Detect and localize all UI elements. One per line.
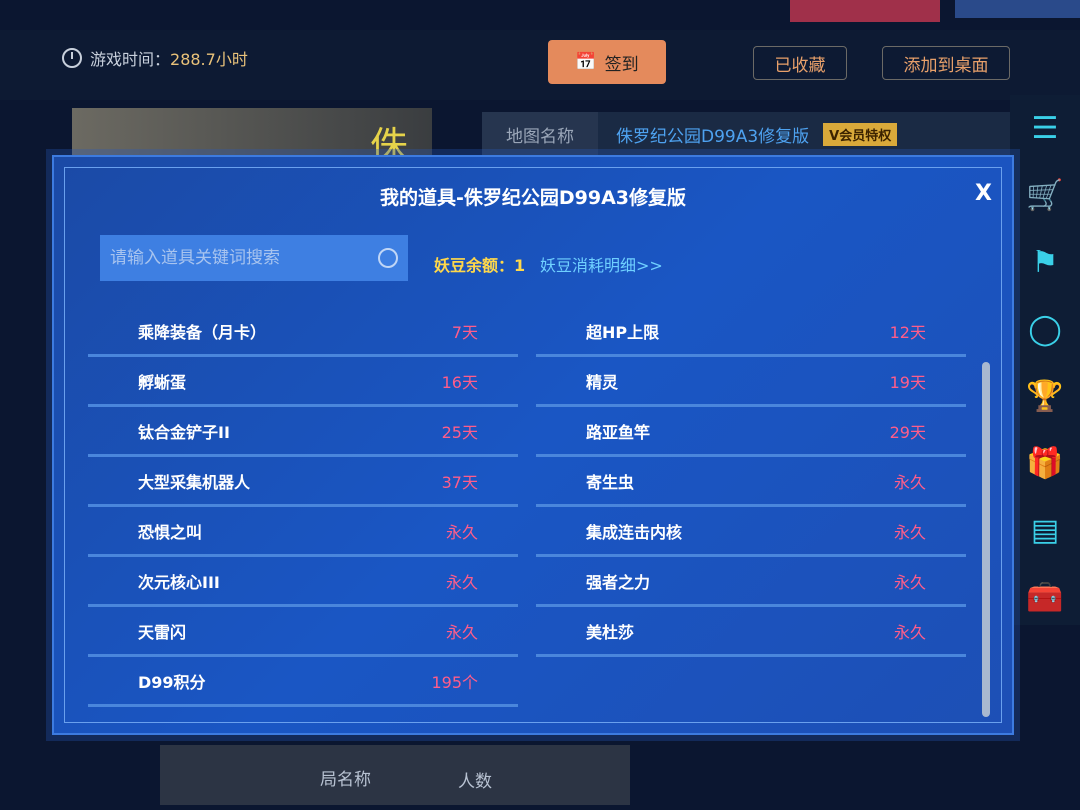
right-sidebar: ☰ 🛒 ⚑ ◯ 🏆 🎁 ▤ 🧰 <box>1010 95 1080 625</box>
item-list-left: 乘降装备（月卡） 7天孵蜥蛋 16天钛合金铲子II 25天大型采集机器人 37天恐惧之叫… <box>88 307 518 707</box>
item-row[interactable]: 恐惧之叫 永久 <box>88 507 518 557</box>
item-row[interactable]: 集成连击内核 永久 <box>536 507 966 557</box>
game-time: 游戏时间： 288.7小时 <box>62 46 248 70</box>
item-row[interactable]: 钛合金铲子II 25天 <box>88 407 518 457</box>
consumption-detail-link[interactable]: 妖豆消耗明细>> <box>540 256 663 275</box>
item-duration: 永久 <box>893 622 926 642</box>
item-list-right: 超HP上限 12天 精灵 19天 路亚鱼竿 29天 寄生虫 永久 集成连击内核 永久 强者之力 永久美… <box>536 307 966 657</box>
search-box <box>100 235 408 281</box>
gift-icon[interactable]: 🎁 <box>1026 445 1064 481</box>
map-label: 地图名称 <box>482 112 598 156</box>
item-name: 路亚鱼竿 <box>586 422 651 442</box>
item-row[interactable]: 寄生虫 永久 <box>536 457 966 507</box>
item-duration: 29天 <box>889 422 926 442</box>
item-duration: 37天 <box>441 472 478 492</box>
item-row[interactable]: 次元核心III 永久 <box>88 557 518 607</box>
item-row[interactable]: 大型采集机器人 37天 <box>88 457 518 507</box>
item-name: 恐惧之叫 <box>138 522 203 542</box>
dialog-border <box>64 167 1002 723</box>
item-duration: 19天 <box>889 372 926 392</box>
trophy-icon[interactable]: 🏆 <box>1026 378 1064 414</box>
item-name: 集成连击内核 <box>586 522 683 542</box>
checklist-icon[interactable]: ▤ <box>1030 512 1060 548</box>
item-duration: 永久 <box>445 522 478 542</box>
top-tab[interactable] <box>790 0 940 22</box>
signin-label: 签到 <box>604 54 639 75</box>
item-duration: 永久 <box>893 522 926 542</box>
item-row[interactable]: 路亚鱼竿 29天 <box>536 407 966 457</box>
map-name: 侏罗纪公园D99A3修复版 <box>616 126 810 147</box>
favorited-button[interactable]: 已收藏 <box>753 46 847 80</box>
item-name: D99积分 <box>138 672 206 692</box>
notes-icon[interactable]: ☰ <box>1031 110 1059 146</box>
calendar-icon: 📅 <box>575 52 597 72</box>
room-name-header: 局名称 <box>320 770 371 790</box>
top-bar <box>0 30 1080 100</box>
item-row[interactable]: D99积分 195个 <box>88 657 518 707</box>
cart-icon[interactable]: 🛒 <box>1026 177 1064 213</box>
item-duration: 永久 <box>445 622 478 642</box>
item-name: 美杜莎 <box>586 622 635 642</box>
item-row[interactable]: 精灵 19天 <box>536 357 966 407</box>
balance: 妖豆余额：1 <box>434 256 526 275</box>
signin-button[interactable]: 📅 签到 <box>548 40 666 84</box>
item-name: 强者之力 <box>586 572 651 592</box>
chat-icon[interactable]: ◯ <box>1028 311 1062 347</box>
item-duration: 7天 <box>451 322 478 342</box>
item-name: 孵蜥蛋 <box>138 372 187 392</box>
item-duration: 195个 <box>431 672 478 692</box>
game-time-value: 288.7小时 <box>170 50 248 69</box>
item-name: 寄生虫 <box>586 472 635 492</box>
game-time-label: 游戏时间： <box>90 50 171 69</box>
item-duration: 12天 <box>889 322 926 342</box>
item-row[interactable]: 超HP上限 12天 <box>536 307 966 357</box>
flag-icon[interactable]: ⚑ <box>1031 244 1059 280</box>
item-name: 天雷闪 <box>138 622 187 642</box>
item-name: 钛合金铲子II <box>138 422 230 442</box>
player-count-header: 人数 <box>458 772 492 792</box>
item-duration: 16天 <box>441 372 478 392</box>
item-name: 次元核心III <box>138 572 220 592</box>
close-button[interactable]: X <box>975 181 992 206</box>
add-desktop-button[interactable]: 添加到桌面 <box>882 46 1010 80</box>
clock-icon <box>62 48 82 68</box>
dialog-title: 我的道具-侏罗纪公园D99A3修复版 <box>379 187 687 209</box>
map-info: 地图名称 侏罗纪公园D99A3修复版 V会员特权 <box>482 112 1010 156</box>
item-duration: 永久 <box>445 572 478 592</box>
search-icon[interactable] <box>378 248 398 268</box>
item-duration: 永久 <box>893 472 926 492</box>
my-items-dialog: 我的道具-侏罗纪公园D99A3修复版 X 妖豆余额：1 妖豆消耗明细>> 乘降装… <box>52 155 1014 735</box>
item-duration: 永久 <box>893 572 926 592</box>
item-row[interactable]: 乘降装备（月卡） 7天 <box>88 307 518 357</box>
scrollbar[interactable] <box>982 362 990 717</box>
item-row[interactable]: 天雷闪 永久 <box>88 607 518 657</box>
item-row[interactable]: 美杜莎 永久 <box>536 607 966 657</box>
item-duration: 25天 <box>441 422 478 442</box>
top-tab[interactable] <box>955 0 1080 18</box>
item-search-input[interactable] <box>110 248 378 268</box>
item-name: 大型采集机器人 <box>138 472 251 492</box>
item-name: 精灵 <box>586 372 619 392</box>
item-row[interactable]: 强者之力 永久 <box>536 557 966 607</box>
toolbox-icon[interactable]: 🧰 <box>1026 579 1064 615</box>
room-table-header: 局名称 人数 <box>160 745 630 805</box>
vip-badge[interactable]: V会员特权 <box>823 122 898 146</box>
item-name: 超HP上限 <box>586 322 660 342</box>
item-name: 乘降装备（月卡） <box>138 322 267 342</box>
item-row[interactable]: 孵蜥蛋 16天 <box>88 357 518 407</box>
